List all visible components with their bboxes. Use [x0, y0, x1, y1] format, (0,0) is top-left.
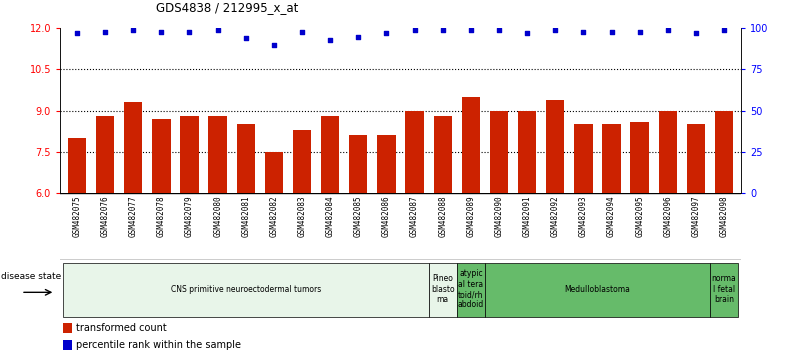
Bar: [602, 124, 621, 193]
Bar: [349, 135, 368, 193]
Text: GSM482078: GSM482078: [157, 195, 166, 236]
Point: [605, 29, 618, 34]
Point: [127, 27, 139, 33]
Text: GSM482083: GSM482083: [297, 195, 307, 236]
Bar: [377, 135, 396, 193]
Text: GSM482089: GSM482089: [466, 195, 475, 236]
FancyBboxPatch shape: [710, 263, 738, 318]
Point: [183, 29, 196, 34]
Text: GSM482093: GSM482093: [579, 195, 588, 236]
Point: [634, 29, 646, 34]
Bar: [518, 111, 536, 193]
Text: GSM482075: GSM482075: [72, 195, 82, 236]
Text: GSM482086: GSM482086: [382, 195, 391, 236]
Point: [70, 30, 83, 36]
Bar: [433, 116, 452, 193]
Text: GSM482098: GSM482098: [719, 195, 729, 236]
Bar: [461, 97, 480, 193]
Bar: [490, 111, 508, 193]
Text: Medulloblastoma: Medulloblastoma: [565, 285, 630, 294]
Bar: [96, 116, 115, 193]
Text: GSM482095: GSM482095: [635, 195, 644, 236]
Bar: [63, 323, 72, 333]
Text: percentile rank within the sample: percentile rank within the sample: [76, 340, 241, 350]
Text: GSM482079: GSM482079: [185, 195, 194, 236]
Text: GSM482077: GSM482077: [129, 195, 138, 236]
Text: GSM482097: GSM482097: [691, 195, 700, 236]
Point: [577, 29, 590, 34]
Bar: [68, 138, 86, 193]
Point: [296, 29, 308, 34]
Text: GSM482081: GSM482081: [241, 195, 250, 236]
Bar: [236, 124, 255, 193]
Point: [352, 34, 364, 39]
Text: GSM482080: GSM482080: [213, 195, 222, 236]
Bar: [63, 340, 72, 350]
Text: norma
l fetal
brain: norma l fetal brain: [711, 274, 736, 304]
Text: GDS4838 / 212995_x_at: GDS4838 / 212995_x_at: [156, 1, 299, 14]
Text: GSM482087: GSM482087: [410, 195, 419, 236]
FancyBboxPatch shape: [429, 263, 457, 318]
Point: [211, 27, 224, 33]
Text: atypic
al tera
toid/rh
abdoid: atypic al tera toid/rh abdoid: [457, 269, 484, 309]
Point: [521, 30, 533, 36]
Point: [380, 30, 392, 36]
Bar: [405, 111, 424, 193]
Text: GSM482076: GSM482076: [101, 195, 110, 236]
FancyBboxPatch shape: [457, 263, 485, 318]
Text: GSM482088: GSM482088: [438, 195, 447, 236]
Point: [409, 27, 421, 33]
FancyBboxPatch shape: [63, 263, 429, 318]
Bar: [180, 116, 199, 193]
Text: GSM482094: GSM482094: [607, 195, 616, 236]
Bar: [546, 100, 565, 193]
Point: [718, 27, 731, 33]
Bar: [208, 116, 227, 193]
Point: [493, 27, 505, 33]
Text: GSM482085: GSM482085: [354, 195, 363, 236]
Point: [662, 27, 674, 33]
Text: GSM482092: GSM482092: [551, 195, 560, 236]
Point: [690, 30, 702, 36]
Bar: [630, 122, 649, 193]
Point: [155, 29, 167, 34]
Point: [268, 42, 280, 48]
Point: [437, 27, 449, 33]
Point: [239, 35, 252, 41]
Text: Pineo
blasto
ma: Pineo blasto ma: [431, 274, 454, 304]
Point: [99, 29, 111, 34]
Bar: [715, 111, 733, 193]
Text: GSM482091: GSM482091: [522, 195, 532, 236]
FancyBboxPatch shape: [485, 263, 710, 318]
Text: transformed count: transformed count: [76, 323, 167, 333]
Point: [324, 37, 336, 43]
Point: [549, 27, 562, 33]
Text: CNS primitive neuroectodermal tumors: CNS primitive neuroectodermal tumors: [171, 285, 321, 294]
Text: GSM482082: GSM482082: [269, 195, 279, 236]
Text: GSM482084: GSM482084: [326, 195, 335, 236]
Text: GSM482096: GSM482096: [663, 195, 672, 236]
Bar: [658, 111, 677, 193]
Bar: [293, 130, 311, 193]
Text: GSM482090: GSM482090: [494, 195, 504, 236]
Bar: [124, 102, 143, 193]
Bar: [321, 116, 340, 193]
Bar: [574, 124, 593, 193]
Bar: [152, 119, 171, 193]
Bar: [265, 152, 283, 193]
Bar: [686, 124, 705, 193]
Point: [465, 27, 477, 33]
Text: disease state: disease state: [2, 272, 62, 281]
